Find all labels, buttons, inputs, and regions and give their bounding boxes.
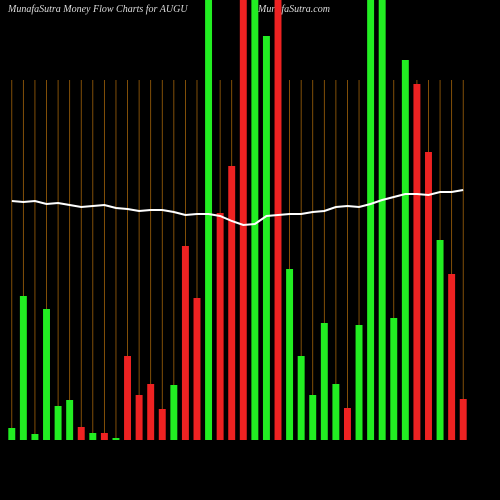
bar (216, 213, 224, 440)
bar (124, 356, 132, 440)
bar (8, 428, 16, 440)
bar (54, 406, 62, 440)
bar (401, 60, 409, 440)
bar (158, 409, 166, 440)
bar (251, 0, 259, 440)
bar (297, 356, 305, 440)
chart-subtitle: MunafaSutra.com (257, 4, 330, 15)
bar (89, 433, 97, 440)
bar (181, 246, 189, 440)
bar (31, 434, 39, 440)
bar (355, 325, 363, 440)
bar (239, 0, 247, 440)
bar (332, 384, 340, 440)
bar (77, 427, 85, 440)
bar (309, 395, 317, 440)
bar (66, 400, 74, 440)
bar (19, 296, 27, 440)
bar (413, 84, 421, 440)
bar (274, 0, 282, 440)
bar (436, 240, 444, 440)
bar (425, 152, 432, 440)
chart-title: MunafaSutra Money Flow Charts for AUGU (7, 4, 188, 15)
bar (448, 274, 456, 440)
bar (193, 298, 201, 440)
bar (228, 166, 236, 440)
bar (135, 395, 143, 440)
bar (286, 269, 294, 440)
bar (320, 323, 328, 440)
bar (205, 0, 213, 440)
bar (112, 438, 120, 440)
bar (262, 36, 270, 440)
bar (390, 318, 398, 440)
bar (343, 408, 351, 440)
bar (43, 309, 50, 440)
bar (459, 399, 467, 440)
bar (170, 385, 178, 440)
money-flow-line (11, 189, 464, 227)
bar (147, 384, 155, 440)
bar (367, 0, 375, 440)
bar (378, 0, 386, 440)
bar (100, 433, 108, 440)
